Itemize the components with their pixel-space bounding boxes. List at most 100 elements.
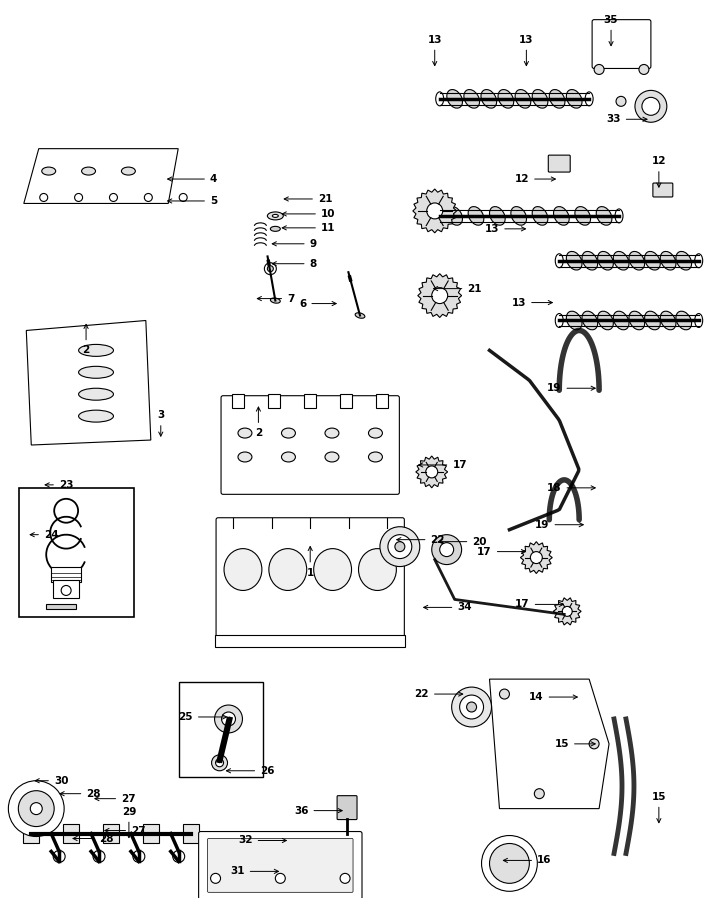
Ellipse shape	[481, 89, 497, 108]
Polygon shape	[26, 320, 151, 445]
Ellipse shape	[368, 428, 382, 438]
Polygon shape	[553, 598, 581, 625]
Circle shape	[426, 466, 438, 478]
Text: 21: 21	[284, 194, 332, 204]
Ellipse shape	[268, 212, 283, 220]
Text: 26: 26	[226, 766, 275, 776]
Bar	[143, 824, 159, 843]
Ellipse shape	[281, 428, 295, 438]
Ellipse shape	[555, 254, 563, 267]
Ellipse shape	[489, 207, 505, 225]
Ellipse shape	[532, 89, 548, 108]
Polygon shape	[416, 456, 447, 488]
Text: 15: 15	[555, 739, 595, 749]
Ellipse shape	[555, 313, 563, 328]
Bar	[178, 682, 263, 777]
Ellipse shape	[224, 549, 262, 590]
Ellipse shape	[676, 251, 692, 270]
Circle shape	[531, 552, 542, 563]
Circle shape	[616, 96, 626, 106]
Circle shape	[144, 194, 152, 202]
Ellipse shape	[566, 89, 582, 108]
Ellipse shape	[660, 251, 676, 270]
Bar	[23, 824, 39, 843]
Circle shape	[210, 873, 220, 883]
Bar	[63, 824, 79, 843]
Circle shape	[388, 535, 412, 559]
Bar	[183, 824, 199, 843]
Ellipse shape	[269, 549, 307, 590]
Circle shape	[439, 543, 454, 556]
Ellipse shape	[566, 251, 582, 270]
Text: 35: 35	[604, 14, 618, 46]
Text: 16: 16	[503, 855, 552, 866]
Circle shape	[109, 194, 117, 202]
Ellipse shape	[582, 251, 597, 270]
Circle shape	[562, 607, 572, 616]
Ellipse shape	[436, 92, 444, 106]
Bar	[268, 393, 280, 408]
Text: 4: 4	[167, 174, 217, 184]
Circle shape	[179, 194, 187, 202]
Text: 30: 30	[35, 776, 68, 786]
Text: 6: 6	[299, 299, 336, 309]
Ellipse shape	[532, 207, 548, 225]
Text: 2: 2	[83, 324, 90, 356]
Text: 19: 19	[547, 383, 595, 393]
Ellipse shape	[359, 549, 397, 590]
Circle shape	[481, 835, 537, 891]
Ellipse shape	[498, 89, 514, 108]
Bar	[232, 393, 244, 408]
Text: 18: 18	[547, 483, 595, 493]
FancyBboxPatch shape	[216, 518, 405, 642]
Text: 17: 17	[418, 460, 467, 470]
Circle shape	[75, 194, 83, 202]
Ellipse shape	[238, 428, 252, 438]
Circle shape	[133, 850, 145, 862]
Text: 7: 7	[257, 293, 294, 303]
Circle shape	[635, 90, 667, 122]
Ellipse shape	[42, 167, 56, 176]
Text: 1: 1	[307, 546, 314, 578]
Text: 12: 12	[515, 174, 555, 184]
Ellipse shape	[78, 366, 113, 378]
Circle shape	[500, 689, 510, 699]
Text: 27: 27	[105, 825, 146, 835]
Circle shape	[215, 705, 242, 733]
Circle shape	[395, 542, 405, 552]
Ellipse shape	[645, 251, 660, 270]
Text: 36: 36	[294, 806, 342, 815]
Ellipse shape	[613, 251, 629, 270]
Circle shape	[534, 788, 544, 798]
Text: 13: 13	[519, 34, 534, 66]
Text: 33: 33	[606, 114, 647, 124]
FancyBboxPatch shape	[207, 839, 353, 892]
Polygon shape	[489, 680, 609, 808]
Bar	[376, 393, 389, 408]
Text: 13: 13	[428, 34, 442, 66]
Ellipse shape	[78, 388, 113, 400]
Circle shape	[489, 843, 529, 883]
Circle shape	[212, 755, 228, 770]
Ellipse shape	[436, 209, 444, 223]
Ellipse shape	[368, 452, 382, 462]
Text: 19: 19	[535, 519, 584, 530]
Ellipse shape	[566, 311, 582, 329]
Text: 10: 10	[282, 209, 336, 219]
FancyBboxPatch shape	[653, 183, 673, 197]
Bar	[215, 635, 405, 647]
Circle shape	[427, 203, 443, 219]
Ellipse shape	[82, 167, 96, 176]
Text: 31: 31	[231, 867, 278, 877]
Ellipse shape	[660, 311, 676, 329]
Circle shape	[639, 65, 649, 75]
Circle shape	[594, 65, 604, 75]
Polygon shape	[413, 189, 457, 233]
Ellipse shape	[597, 251, 613, 270]
FancyBboxPatch shape	[199, 832, 362, 900]
Ellipse shape	[355, 313, 365, 319]
Bar	[304, 393, 316, 408]
Ellipse shape	[325, 428, 339, 438]
Text: 22: 22	[415, 689, 463, 699]
Text: 13: 13	[485, 224, 526, 234]
